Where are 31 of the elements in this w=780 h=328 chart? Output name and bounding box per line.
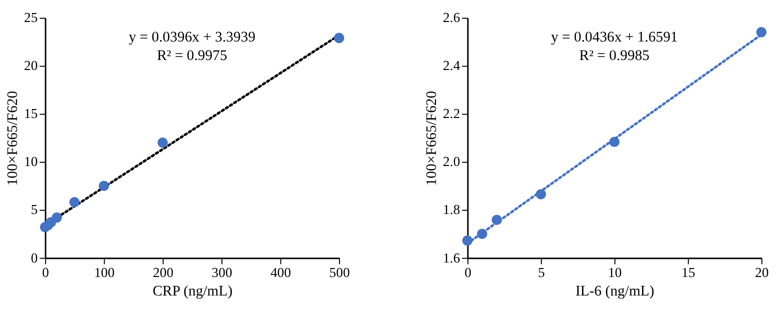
x-tick-label: 10 bbox=[608, 264, 622, 280]
y-tick-label: 2.4 bbox=[442, 58, 460, 74]
x-tick-label: 5 bbox=[538, 264, 545, 280]
y-axis-title: 100×F665/F620 bbox=[5, 90, 22, 186]
x-axis-title: IL-6 (ng/mL) bbox=[576, 284, 654, 300]
x-tick-label: 20 bbox=[755, 264, 769, 280]
y-tick-label: 0 bbox=[30, 250, 38, 266]
y-tick-label: 25 bbox=[24, 10, 38, 26]
x-tick-label: 0 bbox=[464, 264, 472, 280]
y-tick-label: 20 bbox=[24, 58, 38, 74]
annotation: R² = 0.9985 bbox=[579, 48, 650, 64]
x-tick-label: 15 bbox=[682, 264, 696, 280]
x-tick-label: 300 bbox=[212, 264, 232, 280]
y-tick-label: 5 bbox=[30, 202, 38, 218]
annotation: R² = 0.9975 bbox=[156, 48, 228, 64]
y-tick-label: 2.0 bbox=[442, 154, 460, 170]
annotation: y = 0.0436x + 1.6591 bbox=[551, 29, 678, 46]
y-tick-label: 2.2 bbox=[442, 106, 460, 122]
y-tick-label: 10 bbox=[24, 154, 38, 170]
x-tick-label: 500 bbox=[329, 264, 350, 280]
x-axis-title: CRP (ng/mL) bbox=[152, 284, 233, 300]
y-tick-label: 1.8 bbox=[442, 202, 460, 218]
y-axis-title: 100×F665/F620 bbox=[424, 90, 440, 186]
y-tick-label: 15 bbox=[24, 106, 38, 122]
x-tick-label: 100 bbox=[94, 264, 115, 280]
x-tick-label: 0 bbox=[42, 264, 50, 280]
x-tick-label: 400 bbox=[270, 264, 292, 280]
x-tick-label: 200 bbox=[152, 264, 174, 280]
y-tick-label: 2.6 bbox=[442, 10, 460, 26]
y-tick-label: 1.6 bbox=[442, 250, 460, 266]
annotation: y = 0.0396x + 3.3939 bbox=[128, 29, 256, 46]
